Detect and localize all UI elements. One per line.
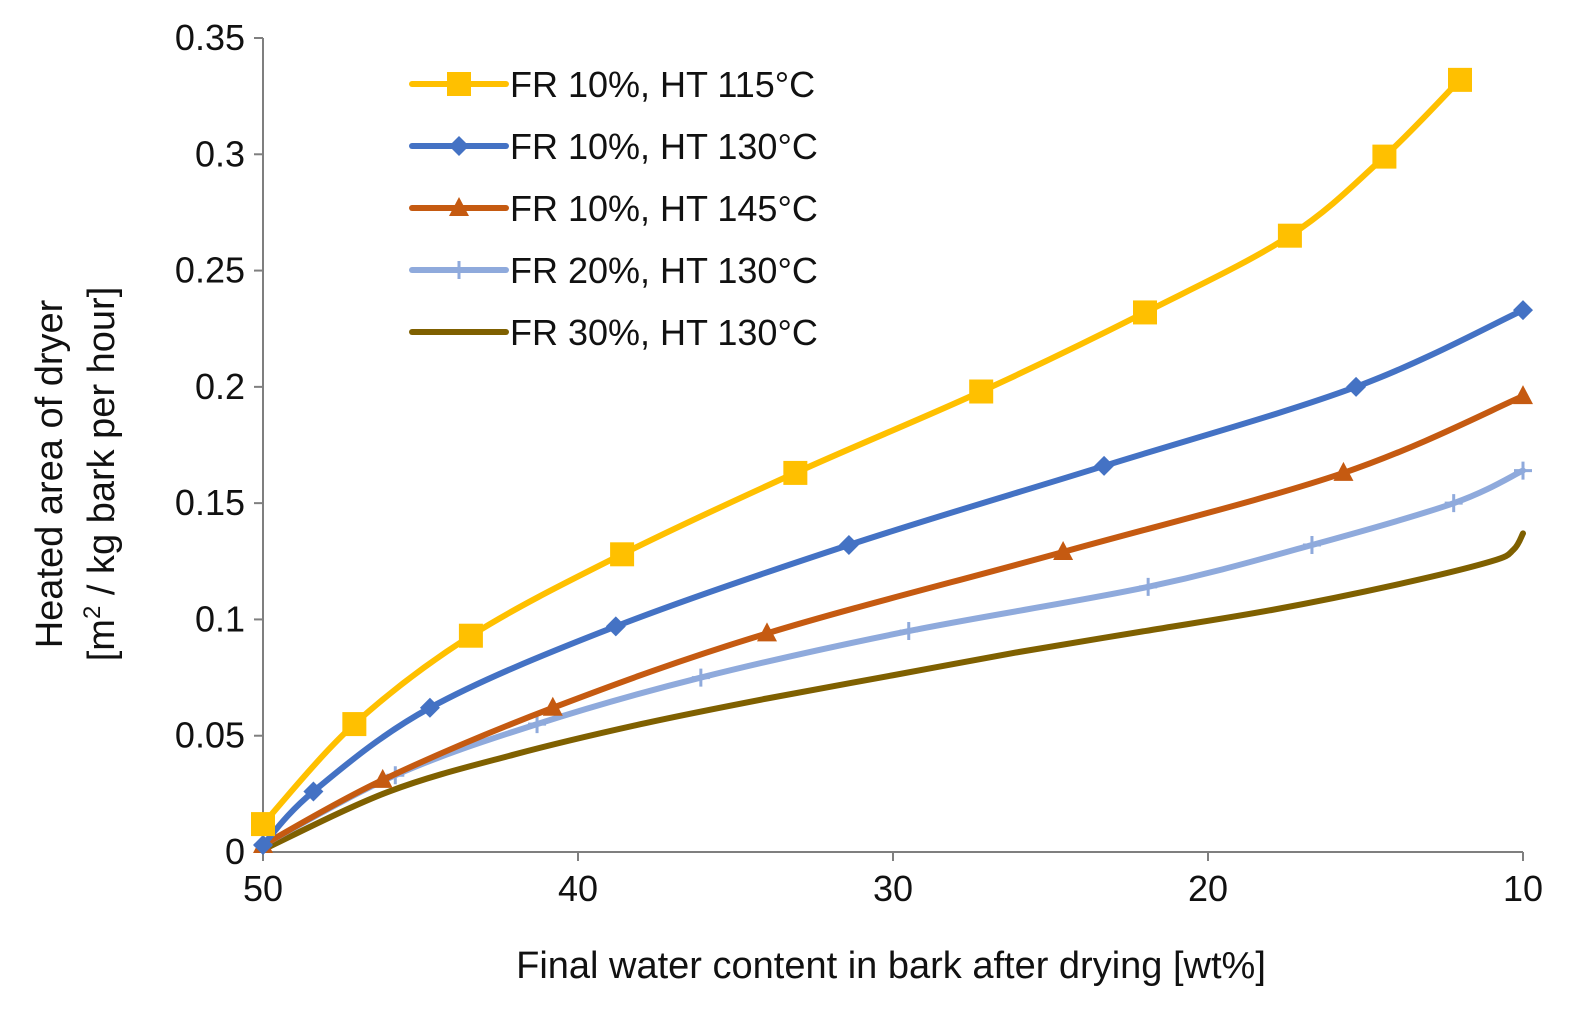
y-axis-title-unit-sup: 2 (79, 606, 106, 619)
data-point (1133, 300, 1157, 325)
series-2 (253, 300, 1533, 856)
data-point (969, 379, 994, 404)
legend-label: FR 30%, HT 130°C (510, 312, 818, 353)
series-line (260, 467, 1526, 849)
data-point (838, 535, 859, 556)
legend-item: FR 10%, HT 145°C (409, 188, 818, 229)
series-line (260, 307, 1526, 849)
legend-label: FR 10%, HT 115°C (510, 64, 815, 105)
axes: 0 0.05 0.1 0.15 0.2 0.25 0.3 0.35 50 40 30 20 10 (175, 17, 1543, 909)
legend-item: FR 10%, HT 115°C (409, 64, 815, 105)
legend-swatch-marker (449, 197, 469, 216)
y-tick-label: 0.15 (175, 482, 245, 523)
y-axis-title-unit-suffix: / kg bark per hour] (81, 287, 123, 606)
y-axis-title-unit-prefix: [m (81, 619, 123, 661)
data-point (1053, 540, 1074, 560)
y-tick-label: 0.1 (195, 598, 245, 639)
series-layer (251, 67, 1533, 856)
data-point (542, 696, 563, 716)
series-1 (251, 67, 1472, 837)
data-point (342, 712, 367, 737)
x-axis-title: Final water content in bark after drying… (516, 945, 1266, 987)
series-5 (260, 530, 1526, 853)
x-tick-label: 30 (873, 868, 913, 909)
data-point (691, 668, 710, 687)
legend-item: FR 10%, HT 130°C (409, 126, 818, 167)
y-tick-label: 0.25 (175, 250, 245, 291)
data-point (419, 697, 440, 718)
data-point (1094, 455, 1115, 476)
y-axis-title-line1: Heated area of dryer (29, 299, 71, 648)
legend-label: FR 20%, HT 130°C (510, 250, 818, 291)
data-point (1277, 223, 1302, 248)
data-point (1302, 536, 1321, 555)
legend: FR 10%, HT 115°C FR 10%, HT 130°C FR 10%, … (409, 64, 818, 353)
legend-swatch-marker (447, 72, 471, 96)
series-3 (253, 385, 1533, 854)
x-tick-label: 50 (243, 868, 283, 909)
y-tick-label: 0 (225, 831, 245, 872)
data-point (458, 623, 483, 648)
y-tick-label: 0.35 (175, 17, 245, 58)
data-point (303, 781, 324, 802)
data-point (605, 616, 626, 637)
data-point (1513, 300, 1533, 321)
data-point (1514, 461, 1532, 480)
y-tick-label: 0.2 (195, 366, 245, 407)
data-point (899, 622, 918, 641)
data-point (372, 768, 393, 788)
data-point (1333, 461, 1354, 481)
data-point (1448, 67, 1472, 92)
legend-label: FR 10%, HT 145°C (510, 188, 818, 229)
data-point (528, 715, 547, 734)
series-line (260, 76, 1463, 828)
series-line (260, 530, 1526, 853)
data-point (1139, 577, 1158, 596)
x-ticks: 50 40 30 20 10 (243, 852, 1543, 909)
data-point (1346, 376, 1367, 397)
series-4 (254, 461, 1532, 855)
legend-swatch-marker (450, 261, 468, 279)
data-point (253, 835, 273, 856)
y-ticks: 0 0.05 0.1 0.15 0.2 0.25 0.3 0.35 (175, 17, 263, 872)
y-tick-label: 0.3 (195, 133, 245, 174)
data-point (783, 460, 808, 485)
data-point (1372, 144, 1397, 169)
y-axis-title-line2: [m2 / kg bark per hour] (79, 287, 123, 662)
legend-swatch-marker (449, 136, 469, 156)
data-point (1513, 385, 1533, 405)
legend-item: FR 20%, HT 130°C (409, 250, 818, 291)
y-axis-title: Heated area of dryer [m2 / kg bark per h… (29, 287, 123, 662)
y-tick-label: 0.05 (175, 715, 245, 756)
data-point (610, 542, 635, 567)
x-tick-label: 10 (1503, 868, 1543, 909)
legend-label: FR 10%, HT 130°C (510, 126, 818, 167)
x-tick-label: 40 (558, 868, 598, 909)
legend-item: FR 30%, HT 130°C (409, 312, 818, 353)
data-point (757, 622, 777, 642)
data-point (1444, 494, 1463, 513)
series-line (260, 393, 1526, 849)
data-point (251, 812, 275, 837)
x-tick-label: 20 (1188, 868, 1228, 909)
